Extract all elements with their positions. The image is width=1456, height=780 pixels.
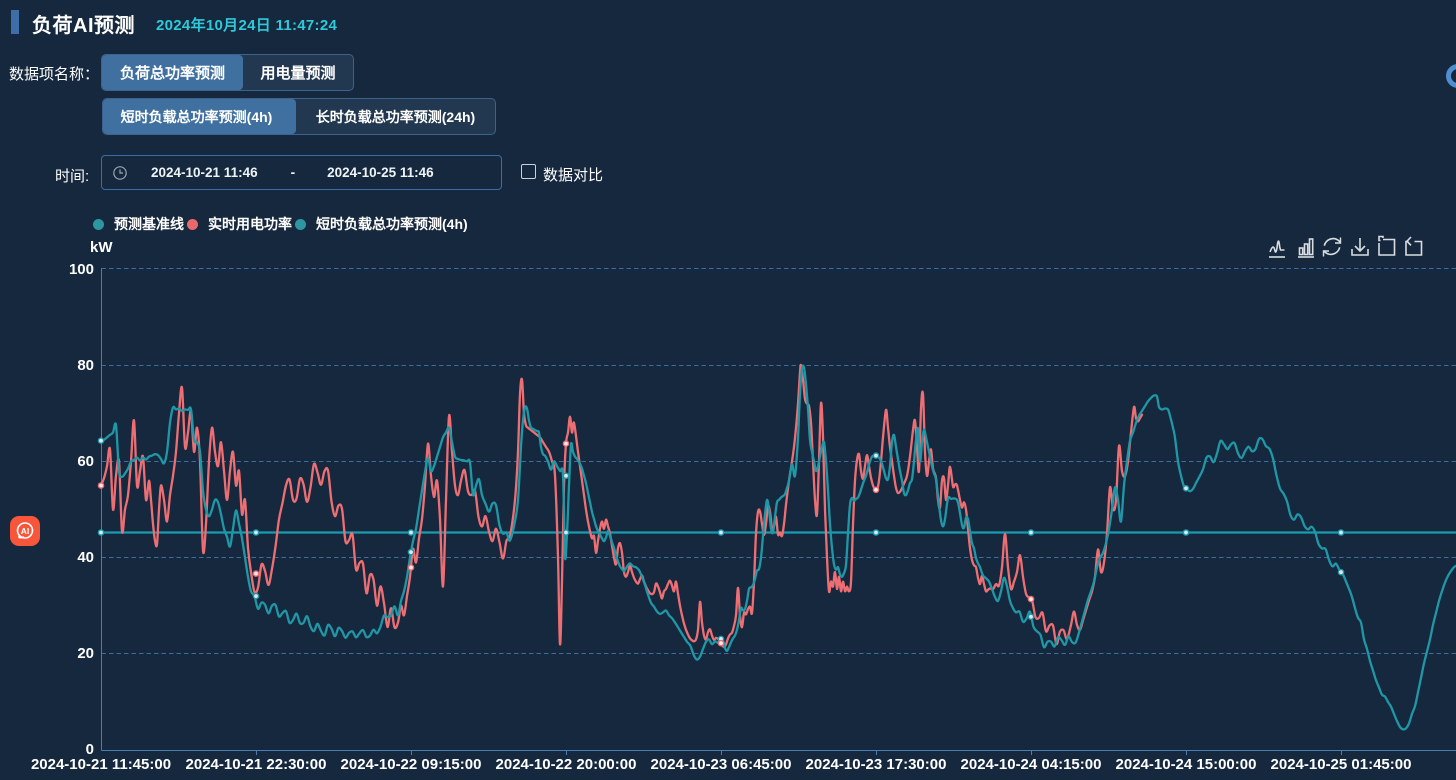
svg-text:AI: AI — [21, 526, 30, 536]
svg-text:kW: kW — [90, 239, 113, 256]
svg-text:2024-10-22 20:00:00: 2024-10-22 20:00:00 — [496, 756, 637, 773]
svg-text:20: 20 — [77, 645, 94, 662]
svg-text:2024-10-23 06:45:00: 2024-10-23 06:45:00 — [651, 756, 792, 773]
svg-text:0: 0 — [86, 741, 94, 758]
svg-text:2024-10-21 11:45:00: 2024-10-21 11:45:00 — [31, 756, 171, 773]
svg-text:2024-10-23 17:30:00: 2024-10-23 17:30:00 — [806, 756, 947, 773]
svg-text:60: 60 — [77, 453, 94, 470]
svg-text:40: 40 — [77, 549, 94, 566]
svg-text:80: 80 — [77, 357, 94, 374]
svg-text:2024-10-24 04:15:00: 2024-10-24 04:15:00 — [961, 756, 1102, 773]
svg-text:2024-10-25 01:45:00: 2024-10-25 01:45:00 — [1271, 756, 1412, 773]
svg-text:2024-10-24 15:00:00: 2024-10-24 15:00:00 — [1116, 756, 1257, 773]
svg-text:2024-10-21 22:30:00: 2024-10-21 22:30:00 — [186, 756, 327, 773]
svg-text:100: 100 — [69, 261, 94, 278]
svg-text:2024-10-22 09:15:00: 2024-10-22 09:15:00 — [341, 756, 482, 773]
